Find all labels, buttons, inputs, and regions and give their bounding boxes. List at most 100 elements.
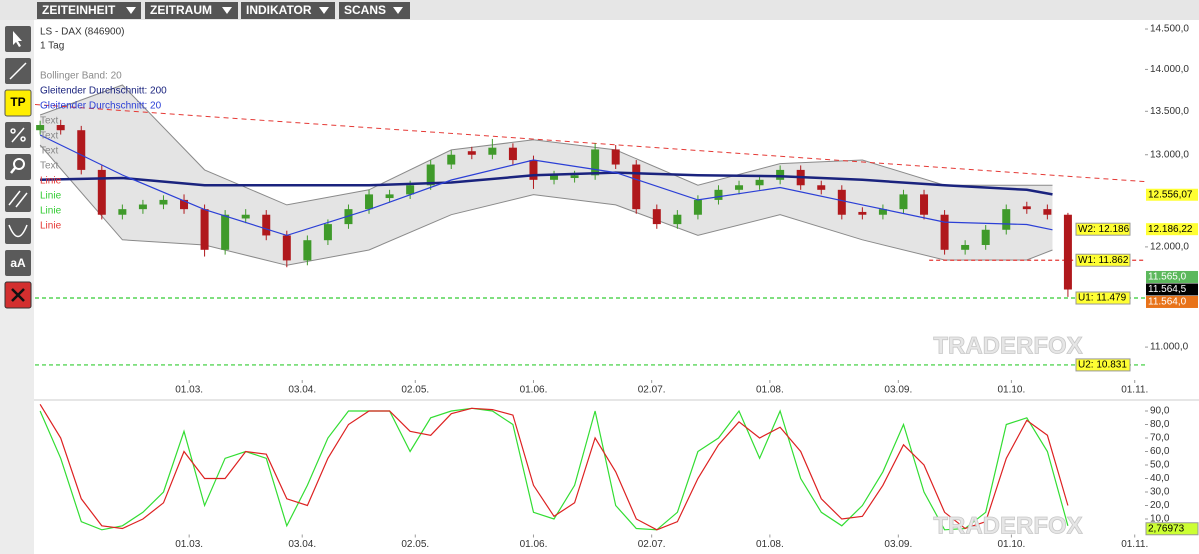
x-tick-label: 03.09. bbox=[884, 539, 912, 550]
x-tick-label: 01.11. bbox=[1121, 539, 1148, 550]
x-tick-label: 01.06. bbox=[520, 539, 548, 550]
menu-label[interactable]: SCANS bbox=[344, 3, 386, 17]
icon bbox=[10, 167, 16, 174]
bollinger-lower bbox=[39, 144, 1053, 266]
price-label: 12.556,07 bbox=[1148, 189, 1193, 200]
candle-body bbox=[221, 214, 230, 250]
x-tick-label: 01.10. bbox=[997, 539, 1025, 550]
price-label: 11.564,0 bbox=[1148, 297, 1187, 308]
legend-entry: Gleitender Durchschnitt: 200 bbox=[40, 86, 167, 97]
candle-body bbox=[385, 194, 394, 199]
candle-body bbox=[36, 125, 45, 131]
tool-zoom[interactable] bbox=[5, 154, 31, 180]
y-tick-label: 20,0 bbox=[1150, 500, 1170, 511]
moving-average bbox=[39, 134, 1053, 237]
tool-tp[interactable] bbox=[4, 89, 32, 117]
dropdown-arrow bbox=[393, 7, 403, 14]
bollinger-upper bbox=[39, 84, 1053, 206]
stochastic-line bbox=[39, 407, 1069, 531]
annotation: Linie bbox=[40, 221, 62, 232]
tool-text[interactable] bbox=[5, 250, 31, 276]
x-tick-label: 03.09. bbox=[884, 385, 912, 396]
x-tick-label: 02.07. bbox=[638, 385, 666, 396]
x-tick-label: 01.03. bbox=[175, 385, 203, 396]
menu-button[interactable] bbox=[37, 2, 141, 19]
candle-body bbox=[180, 199, 189, 210]
icon bbox=[13, 158, 25, 170]
y-tick-label: 14.500,0 bbox=[1150, 24, 1189, 35]
candle-body bbox=[118, 209, 127, 215]
moving-average bbox=[40, 171, 1053, 196]
menu-button[interactable] bbox=[241, 2, 335, 19]
menu-label[interactable]: ZEITRAUM bbox=[150, 3, 212, 17]
plot: W2: 12.186 W1: 11.862 U1: 11.479 U2: 10.831… bbox=[34, 24, 1199, 550]
price-label-box bbox=[1146, 188, 1198, 201]
y-tick-label: 30,0 bbox=[1150, 487, 1170, 498]
candle-body bbox=[693, 199, 702, 215]
candle-body bbox=[673, 214, 682, 225]
menu-label[interactable]: INDIKATOR bbox=[246, 3, 312, 17]
y-tick-label: 70,0 bbox=[1150, 433, 1170, 444]
candle-body bbox=[303, 240, 312, 261]
y-tick-label: 50,0 bbox=[1150, 460, 1170, 471]
annotation: Text bbox=[40, 116, 59, 127]
candle-body bbox=[611, 149, 620, 165]
icon bbox=[11, 288, 25, 302]
level-box bbox=[1075, 253, 1131, 267]
candle-body bbox=[323, 224, 332, 241]
annotation: Linie bbox=[40, 206, 62, 217]
dropdown-arrow bbox=[319, 7, 329, 14]
price-label-box bbox=[1146, 295, 1198, 308]
candle-body bbox=[406, 185, 415, 195]
candle-body bbox=[1022, 206, 1031, 210]
x-tick-label: 02.05. bbox=[401, 539, 429, 550]
price-label-box bbox=[1146, 270, 1198, 283]
y-tick-label: 10,0 bbox=[1150, 514, 1170, 525]
watermark: TRADERFOX bbox=[933, 512, 1082, 539]
level-box bbox=[1075, 222, 1131, 236]
legend-entry: Gleitender Durchschnitt: 20 bbox=[40, 101, 162, 112]
candle-body bbox=[735, 185, 744, 190]
menu-button[interactable] bbox=[339, 2, 410, 19]
menu-label[interactable]: ZEITEINHEIT bbox=[42, 3, 116, 17]
tool-label[interactable]: aA bbox=[10, 256, 26, 270]
x-tick-label: 02.05. bbox=[401, 385, 429, 396]
candle-body bbox=[365, 194, 374, 210]
candle-body bbox=[817, 185, 826, 190]
candle-body bbox=[591, 149, 600, 176]
candle-body bbox=[776, 169, 785, 180]
candle-body bbox=[570, 175, 579, 179]
tool-channel[interactable] bbox=[5, 186, 31, 212]
x-tick-label: 02.07. bbox=[638, 539, 666, 550]
candle-body bbox=[77, 130, 86, 170]
watermark: TRADERFOX bbox=[933, 332, 1082, 359]
level-box bbox=[1075, 358, 1131, 372]
icon bbox=[8, 224, 28, 238]
last-value-box bbox=[1145, 522, 1199, 536]
x-tick-label: 01.10. bbox=[997, 385, 1025, 396]
icon bbox=[8, 190, 28, 208]
price-label: 11.564,5 bbox=[1148, 284, 1187, 295]
toolbar: TP aA bbox=[4, 26, 32, 309]
x-tick-label: 03.04. bbox=[288, 539, 316, 550]
stochastic-line bbox=[39, 403, 1069, 531]
annotation: Linie bbox=[40, 176, 62, 187]
candle-body bbox=[899, 194, 908, 210]
candle-body bbox=[200, 209, 209, 250]
x-tick-label: 01.08. bbox=[756, 539, 784, 550]
last-value-label: 2,76973 bbox=[1148, 523, 1185, 534]
tool-curve[interactable] bbox=[5, 218, 31, 244]
candle-body bbox=[426, 164, 435, 186]
candle-body bbox=[467, 151, 476, 155]
chart-subtitle: 1 Tag bbox=[40, 41, 64, 52]
tool-label[interactable]: TP bbox=[10, 95, 25, 109]
level-label: W1: 11.862 bbox=[1078, 255, 1129, 266]
candle-body bbox=[714, 189, 723, 200]
candle-body bbox=[97, 169, 106, 215]
y-tick-label: 90,0 bbox=[1150, 406, 1170, 417]
candle-body bbox=[262, 214, 271, 236]
price-label-box bbox=[1146, 223, 1198, 236]
annotation: Text bbox=[40, 131, 59, 142]
menu-button[interactable] bbox=[145, 2, 238, 19]
